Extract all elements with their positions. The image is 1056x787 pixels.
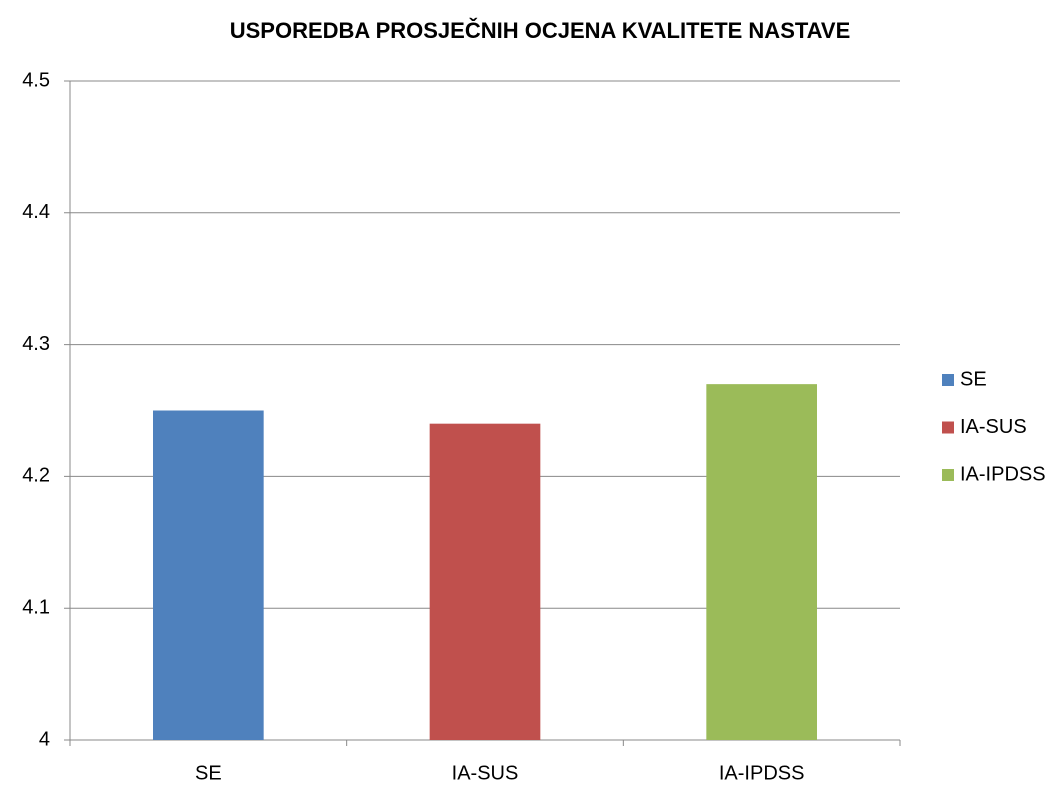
x-tick-label: IA-SUS [452, 762, 519, 784]
y-tick-label: 4 [39, 728, 50, 750]
y-tick-label: 4.2 [22, 465, 50, 487]
bar [153, 410, 264, 740]
x-tick-label: IA-IPDSS [719, 762, 805, 784]
legend-label: SE [960, 368, 987, 390]
y-tick-label: 4.3 [22, 333, 50, 355]
legend-label: IA-SUS [960, 416, 1027, 438]
legend-swatch [942, 469, 954, 481]
y-tick-label: 4.5 [22, 69, 50, 91]
bar [706, 384, 817, 740]
legend-label: IA-IPDSS [960, 463, 1046, 485]
chart-title: USPOREDBA PROSJEČNIH OCJENA KVALITETE NA… [230, 18, 851, 43]
y-tick-label: 4.1 [22, 596, 50, 618]
x-tick-label: SE [195, 762, 222, 784]
bar [429, 423, 541, 740]
legend-swatch [942, 421, 954, 434]
y-tick-label: 4.4 [22, 201, 50, 223]
legend-swatch [942, 374, 954, 386]
